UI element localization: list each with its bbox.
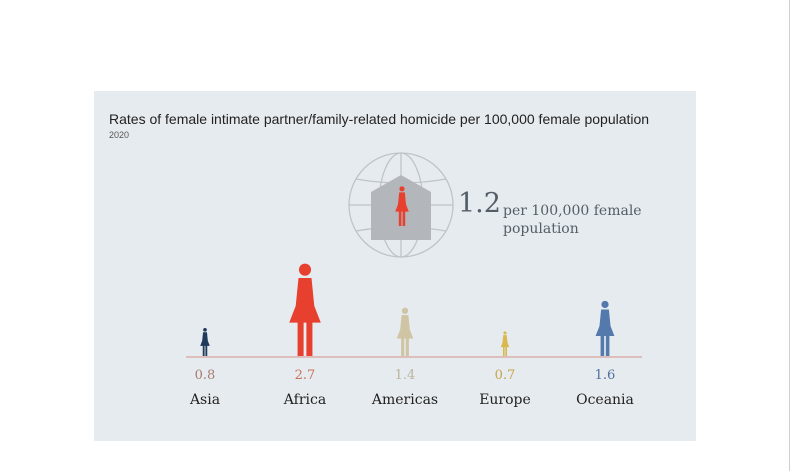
- region-figures: [200, 263, 615, 356]
- global-rate-graphic: [348, 152, 454, 258]
- female-figure-icon-oceania: [595, 300, 615, 356]
- chart-subtitle: 2020: [109, 130, 130, 140]
- scrollbar-edge: [789, 0, 790, 471]
- chart-panel: Rates of female intimate partner/family-…: [94, 91, 696, 441]
- region-label-europe: Europe: [479, 392, 531, 408]
- female-figure-icon-africa: [289, 263, 321, 356]
- region-label-africa: Africa: [283, 392, 327, 408]
- region-label-americas: Americas: [371, 392, 439, 408]
- chart-title: Rates of female intimate partner/family-…: [109, 111, 650, 127]
- region-label-oceania: Oceania: [576, 392, 634, 408]
- value-label-asia: 0.8: [194, 368, 216, 383]
- chart-svg: [186, 152, 642, 358]
- value-label-europe: 0.7: [494, 368, 516, 383]
- value-label-oceania: 1.6: [594, 368, 616, 383]
- value-label-africa: 2.7: [294, 368, 316, 383]
- global-rate-unit: per 100,000 female population: [503, 203, 642, 237]
- global-rate-value: 1.2: [458, 188, 501, 219]
- region-label-asia: Asia: [189, 392, 221, 408]
- value-label-americas: 1.4: [394, 368, 416, 383]
- female-figure-icon-asia: [200, 327, 210, 356]
- female-figure-icon-americas: [396, 307, 414, 356]
- female-figure-icon-europe: [500, 331, 510, 356]
